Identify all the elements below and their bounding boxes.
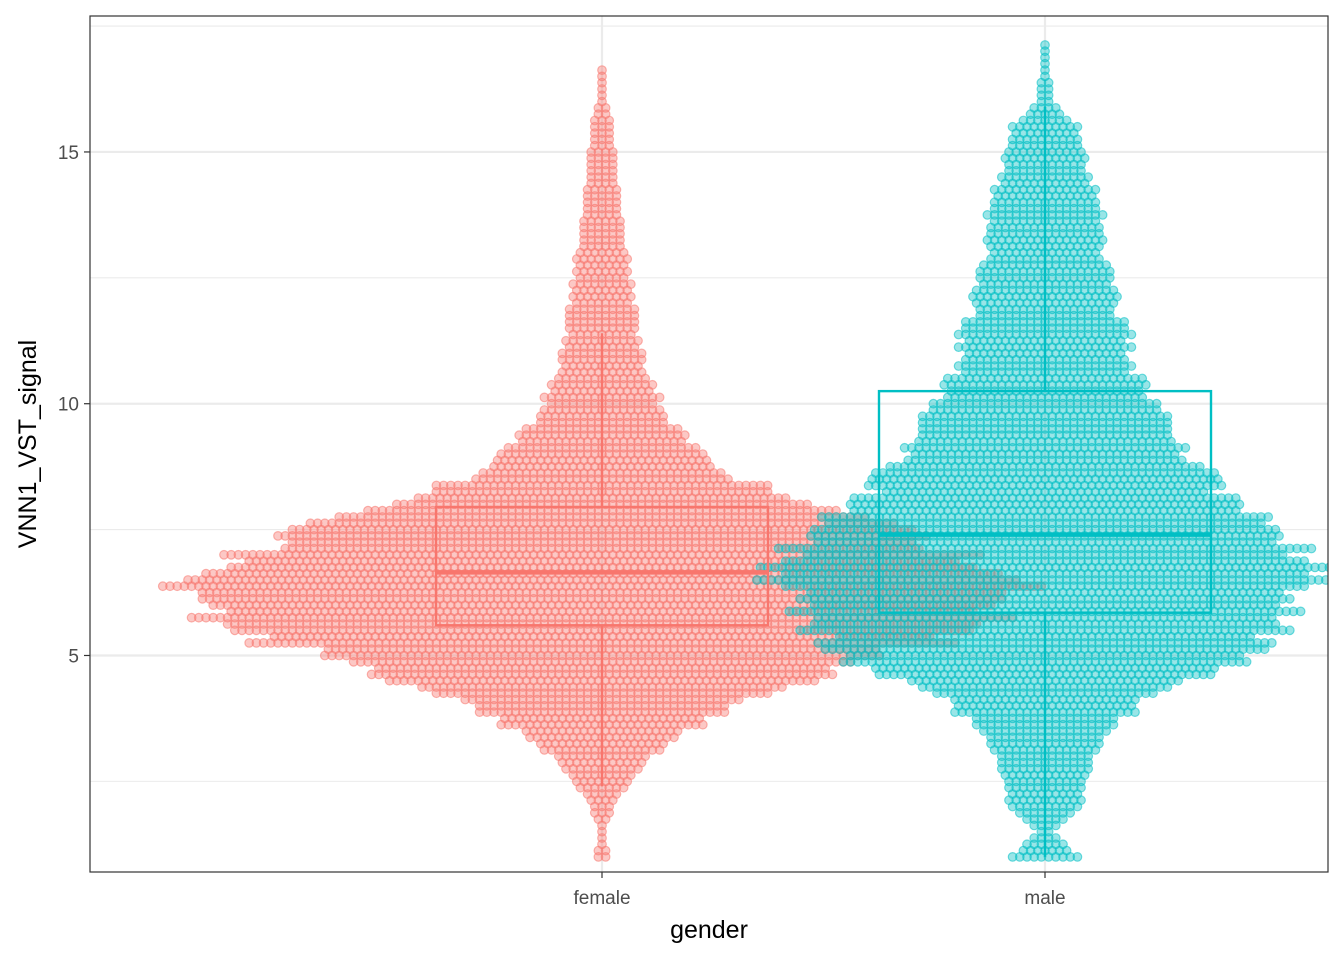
- data-point: [1266, 638, 1277, 648]
- point-layer: [157, 40, 1328, 862]
- data-point: [625, 279, 636, 290]
- data-point: [780, 493, 791, 504]
- data-point: [762, 480, 773, 491]
- data-point: [672, 424, 683, 434]
- data-point: [827, 669, 838, 680]
- data-point: [654, 405, 665, 415]
- data-point: [597, 65, 607, 75]
- data-point: [1058, 839, 1068, 850]
- data-point: [1241, 656, 1252, 667]
- data-point: [629, 304, 640, 315]
- data-point: [715, 468, 726, 478]
- data-point: [1284, 625, 1295, 636]
- data-point: [697, 449, 708, 460]
- data-point: [1050, 833, 1061, 843]
- data-point: [654, 392, 665, 403]
- data-point: [802, 499, 813, 510]
- data-point: [690, 442, 701, 453]
- data-point: [633, 335, 643, 346]
- data-point: [679, 430, 690, 441]
- data-point: [647, 379, 658, 390]
- data-point: [1072, 852, 1083, 862]
- data-point: [636, 348, 647, 359]
- data-point: [723, 474, 733, 485]
